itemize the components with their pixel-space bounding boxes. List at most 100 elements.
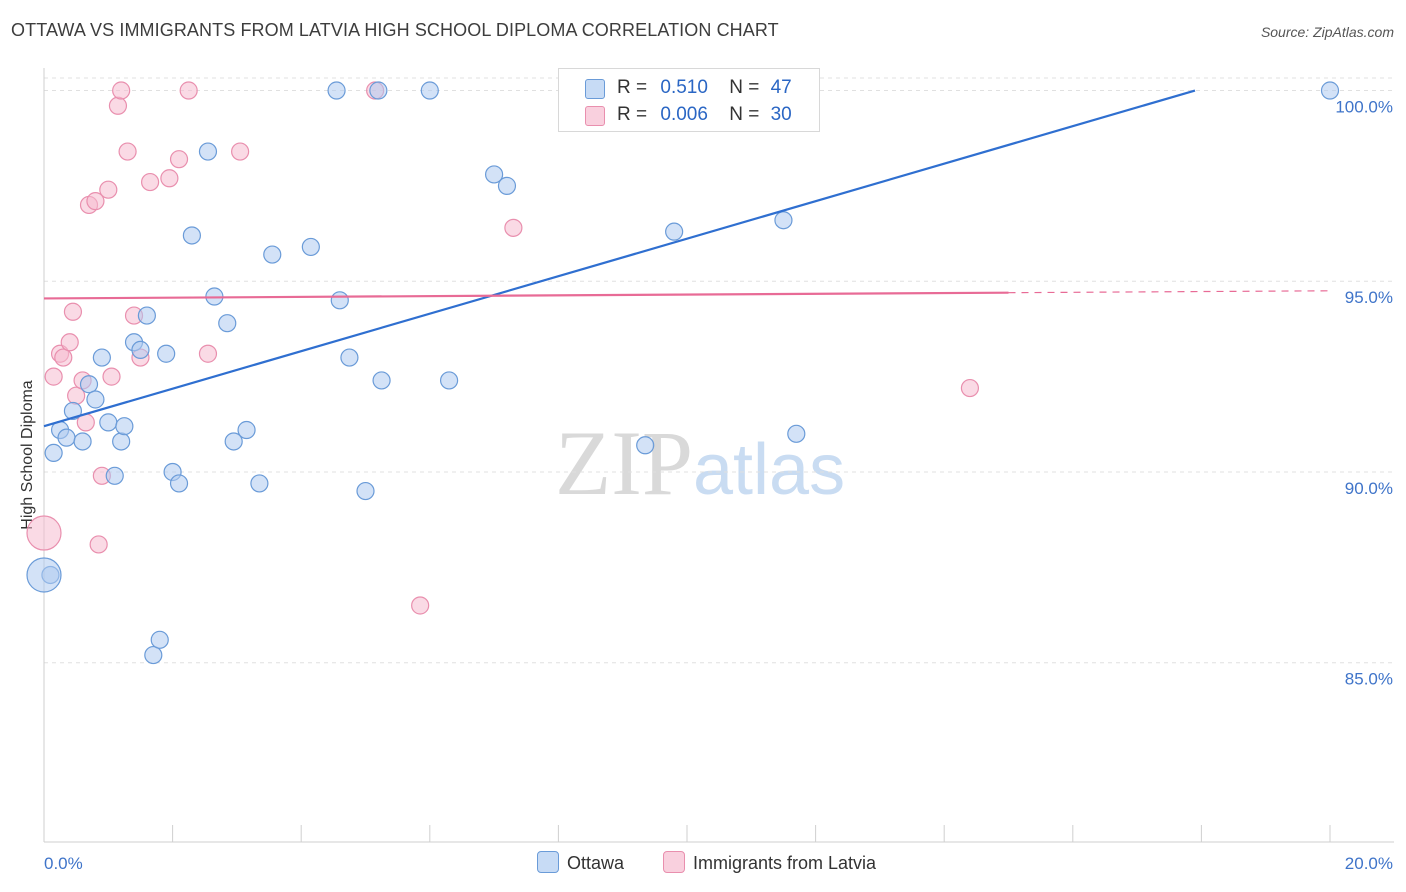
latvia-legend-label: Immigrants from Latvia xyxy=(693,853,877,873)
latvia-point xyxy=(198,344,218,363)
latvia-points xyxy=(26,81,980,615)
ottawa-point xyxy=(330,291,349,310)
n-label: N = xyxy=(729,104,760,125)
tick-labels: 85.0% 90.0% 95.0% 100.0% 0.0% 20.0% xyxy=(44,98,1393,873)
trend-lines xyxy=(43,89,1331,428)
ottawa-point xyxy=(115,417,134,436)
source-credit: Source: ZipAtlas.com xyxy=(1260,24,1394,40)
latvia-point xyxy=(60,333,79,352)
ottawa-point xyxy=(198,142,218,161)
latvia-point xyxy=(160,169,179,188)
y-tick-label: 90.0% xyxy=(1345,479,1393,498)
ottawa-point-large xyxy=(26,557,62,593)
latvia-point xyxy=(118,142,137,161)
ottawa-point xyxy=(99,413,118,432)
latvia-point xyxy=(231,142,250,161)
ottawa-point xyxy=(250,474,269,493)
ottawa-point xyxy=(497,176,517,195)
latvia-point xyxy=(179,81,198,100)
latvia-point xyxy=(44,367,63,386)
ottawa-point xyxy=(44,443,63,463)
ottawa-point xyxy=(636,436,655,455)
latvia-point xyxy=(86,192,105,211)
ottawa-point xyxy=(157,344,176,363)
ottawa-point xyxy=(369,81,388,100)
x-tick-label: 20.0% xyxy=(1345,854,1393,873)
latvia-trend-extension xyxy=(1008,290,1331,294)
ottawa-point xyxy=(86,390,105,409)
r-value-ottawa: 0.510 xyxy=(660,77,708,98)
ottawa-legend-label: Ottawa xyxy=(567,853,625,873)
watermark-atlas: atlas xyxy=(693,430,846,510)
y-tick-label: 85.0% xyxy=(1345,670,1393,689)
latvia-point xyxy=(411,596,430,615)
ottawa-point xyxy=(144,645,163,665)
zipatlas-watermark: ZIPatlas xyxy=(555,410,845,516)
ottawa-point xyxy=(63,401,83,421)
latvia-point xyxy=(960,378,980,398)
latvia-point xyxy=(112,81,131,100)
ottawa-point xyxy=(150,630,169,649)
r-label: R = xyxy=(617,77,648,98)
y-tick-label: 100.0% xyxy=(1335,98,1393,117)
latvia-trend-line xyxy=(43,291,1009,300)
latvia-point xyxy=(504,218,523,237)
ottawa-point xyxy=(137,306,156,325)
ottawa-point xyxy=(774,211,793,230)
grid-lines xyxy=(44,77,1394,664)
ottawa-point xyxy=(112,432,131,451)
ottawa-point xyxy=(485,165,504,184)
ottawa-point xyxy=(340,348,359,367)
legend-text-ottawa: R = 0.510 N = 47 xyxy=(617,77,792,99)
latvia-point xyxy=(89,535,108,554)
latvia-swatch xyxy=(585,106,605,126)
ottawa-point xyxy=(665,222,684,241)
ottawa-point xyxy=(327,81,346,100)
ottawa-point xyxy=(420,81,439,100)
n-label: N = xyxy=(729,77,760,98)
ottawa-point xyxy=(372,371,391,390)
bottom-legend-ottawa: Ottawa xyxy=(537,851,624,874)
ottawa-point xyxy=(169,474,189,493)
latvia-point xyxy=(54,348,73,367)
ottawa-point xyxy=(131,340,150,360)
ottawa-point xyxy=(218,314,237,333)
latvia-point xyxy=(108,96,128,115)
ottawa-swatch xyxy=(585,79,605,99)
ottawa-point xyxy=(182,226,201,245)
latvia-point xyxy=(140,172,160,192)
ottawa-point xyxy=(224,432,243,451)
ottawa-point xyxy=(439,371,459,390)
bottom-legend-latvia: Immigrants from Latvia xyxy=(663,851,876,874)
r-value-latvia: 0.006 xyxy=(660,104,708,125)
watermark-zip: ZIP xyxy=(555,412,693,514)
correlation-legend: R = 0.510 N = 47 R = 0.006 N = 30 xyxy=(558,68,820,132)
x-tick-label: 0.0% xyxy=(44,854,83,873)
ottawa-point xyxy=(105,466,124,485)
ottawa-legend-swatch xyxy=(537,851,559,873)
latvia-point xyxy=(99,180,118,199)
ottawa-point xyxy=(263,245,282,264)
n-value-ottawa: 47 xyxy=(770,77,792,98)
n-value-latvia: 30 xyxy=(770,104,792,125)
legend-text-latvia: R = 0.006 N = 30 xyxy=(617,104,792,126)
axes xyxy=(43,68,1394,843)
ottawa-point xyxy=(237,420,256,440)
latvia-point xyxy=(63,302,83,321)
ottawa-point xyxy=(356,481,375,501)
latvia-legend-swatch xyxy=(663,851,685,873)
chart-title: OTTAWA VS IMMIGRANTS FROM LATVIA HIGH SC… xyxy=(11,20,779,40)
ottawa-point xyxy=(73,432,92,451)
ottawa-points xyxy=(26,81,1340,665)
ottawa-point xyxy=(787,424,806,443)
ottawa-point xyxy=(92,348,111,367)
ottawa-point xyxy=(1320,81,1340,100)
ottawa-point xyxy=(79,375,99,394)
ottawa-trend-line xyxy=(43,89,1196,428)
y-tick-label: 95.0% xyxy=(1345,288,1393,307)
latvia-point-large xyxy=(26,515,62,551)
latvia-point xyxy=(102,367,121,386)
ottawa-point xyxy=(301,237,320,257)
latvia-point xyxy=(169,150,189,169)
